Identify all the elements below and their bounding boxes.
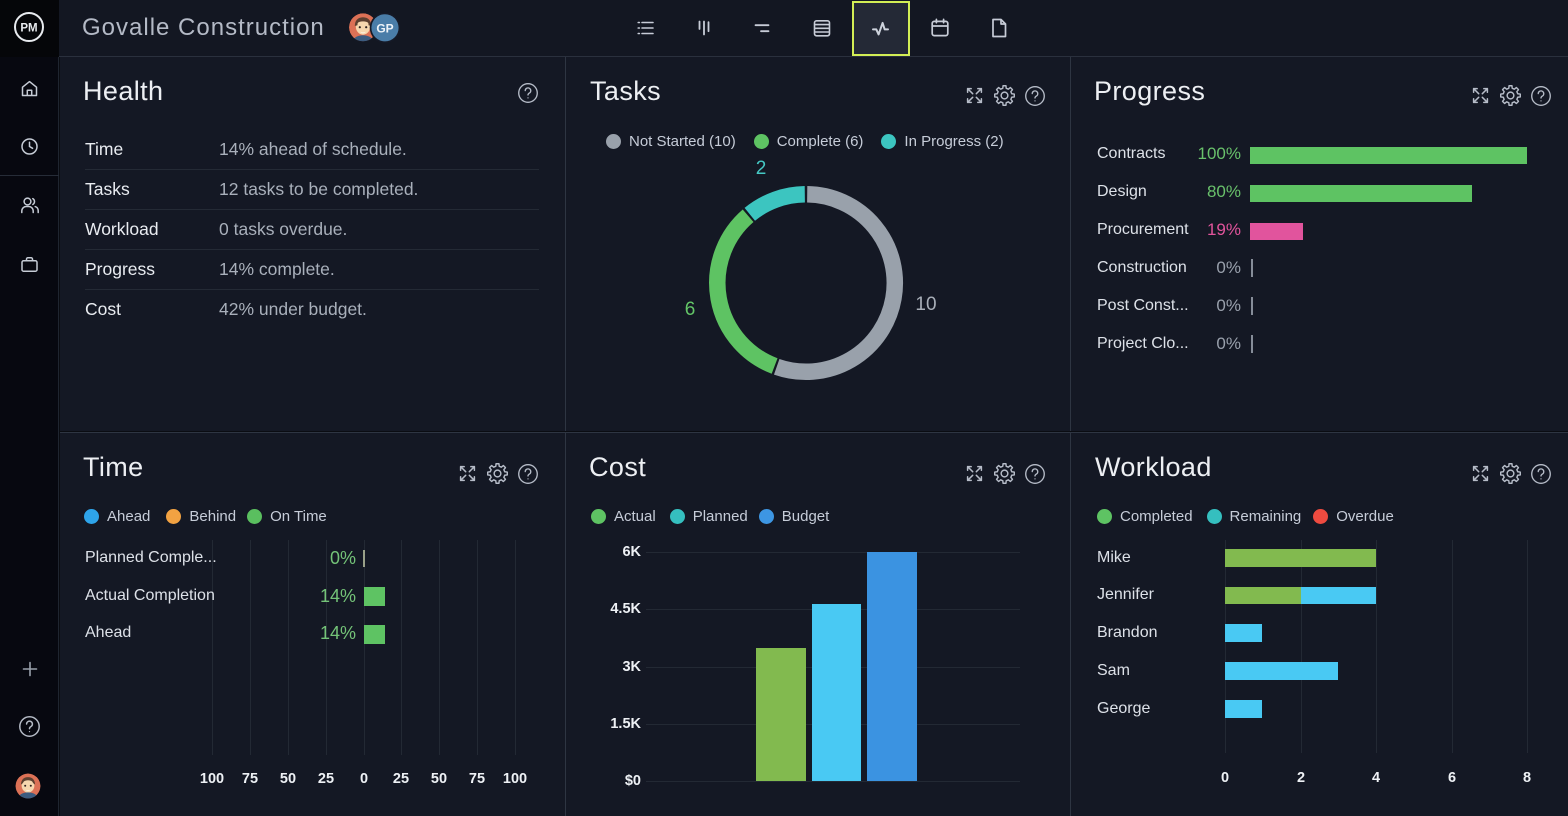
svg-text:GP: GP [376, 21, 393, 35]
svg-text:PM: PM [20, 22, 37, 34]
